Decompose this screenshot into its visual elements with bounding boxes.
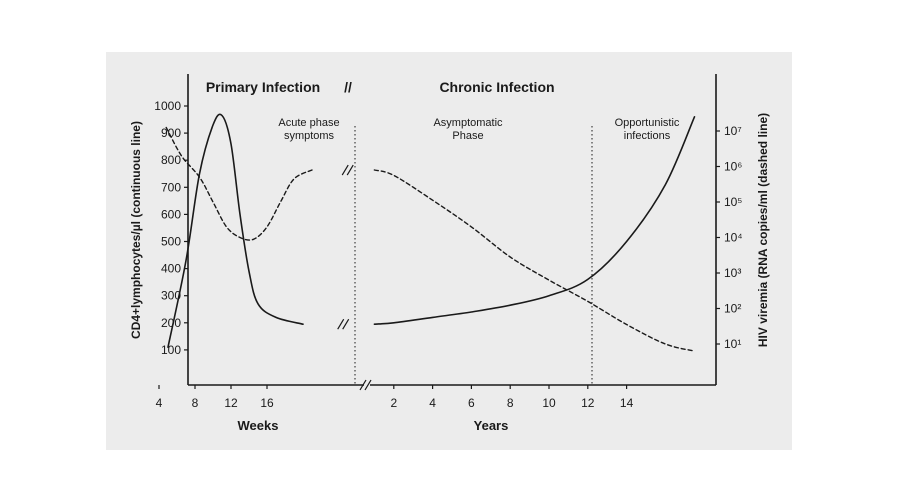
x-years-tick-label: 14 [620,396,634,410]
right-axis-title: HIV viremia (RNA copies/ml (dashed line) [756,113,770,347]
x-weeks-tick-label: 16 [260,396,274,410]
x-years-tick-label: 6 [468,396,475,410]
right-axis-tick-label: 10² [724,302,741,316]
left-axis-tick-label: 1000 [154,99,181,113]
left-axis-tick-label: 300 [161,289,181,303]
viremia-break-stroke [341,164,349,176]
x-axis-title-weeks: Weeks [238,418,279,433]
phase-label-acute-line1: Acute phase [278,117,339,129]
phase-label-opportunistic-line2: infections [624,130,671,142]
right-axis-tick-label: 10⁷ [724,124,742,138]
phase-label-asymptomatic-line2: Phase [452,130,483,142]
header-chronic-infection: Chronic Infection [439,79,554,95]
right-axis-tick-label: 10³ [724,266,741,280]
viremia-line-years [373,169,696,352]
x-weeks-tick-label: 4 [156,396,163,410]
x-axis-break-mark [359,379,372,391]
x-years-tick-label: 4 [429,396,436,410]
x-axis-title-years: Years [474,418,509,433]
left-axis-tick-label: 200 [161,316,181,330]
right-axis-tick-label: 10⁵ [724,195,742,209]
header-separator: // [344,79,352,95]
cd4-break-mark [337,318,350,330]
hiv-course-chart: Primary Infection // Chronic Infection A… [129,74,770,433]
left-axis-tick-label: 600 [161,207,181,221]
viremia-line-weeks [165,126,313,241]
x-years-tick-label: 8 [507,396,514,410]
right-axis-tick-label: 10⁴ [724,231,743,245]
cd4-break-stroke [337,318,345,330]
left-axis-tick-label: 900 [161,126,181,140]
right-axis-tick-label: 10⁶ [724,160,742,174]
viremia-break-stroke [346,164,354,176]
x-years-tick-label: 12 [581,396,595,410]
x-weeks-tick-label: 8 [192,396,199,410]
right-axis-tick-label: 10¹ [724,337,741,351]
x-years-tick-label: 10 [542,396,556,410]
viremia-break-mark [341,164,354,176]
left-axis-tick-label: 700 [161,180,181,194]
figure-panel: Primary Infection // Chronic Infection A… [106,52,792,450]
left-axis-title: CD4+lymphocytes/µl (continuous line) [129,121,143,339]
left-axis-tick-label: 800 [161,153,181,167]
x-weeks-tick-label: 12 [224,396,238,410]
cd4-line-weeks [167,113,304,348]
cd4-line-years [373,116,696,325]
phase-label-asymptomatic-line1: Asymptomatic [433,117,503,129]
phase-label-acute-line2: symptoms [284,130,335,142]
x-years-tick-label: 2 [390,396,397,410]
cd4-break-stroke [342,318,350,330]
phase-label-opportunistic-line1: Opportunistic [615,117,680,129]
header-primary-infection: Primary Infection [206,79,320,95]
left-axis-tick-label: 500 [161,235,181,249]
left-axis-tick-label: 100 [161,343,181,357]
left-axis-tick-label: 400 [161,262,181,276]
